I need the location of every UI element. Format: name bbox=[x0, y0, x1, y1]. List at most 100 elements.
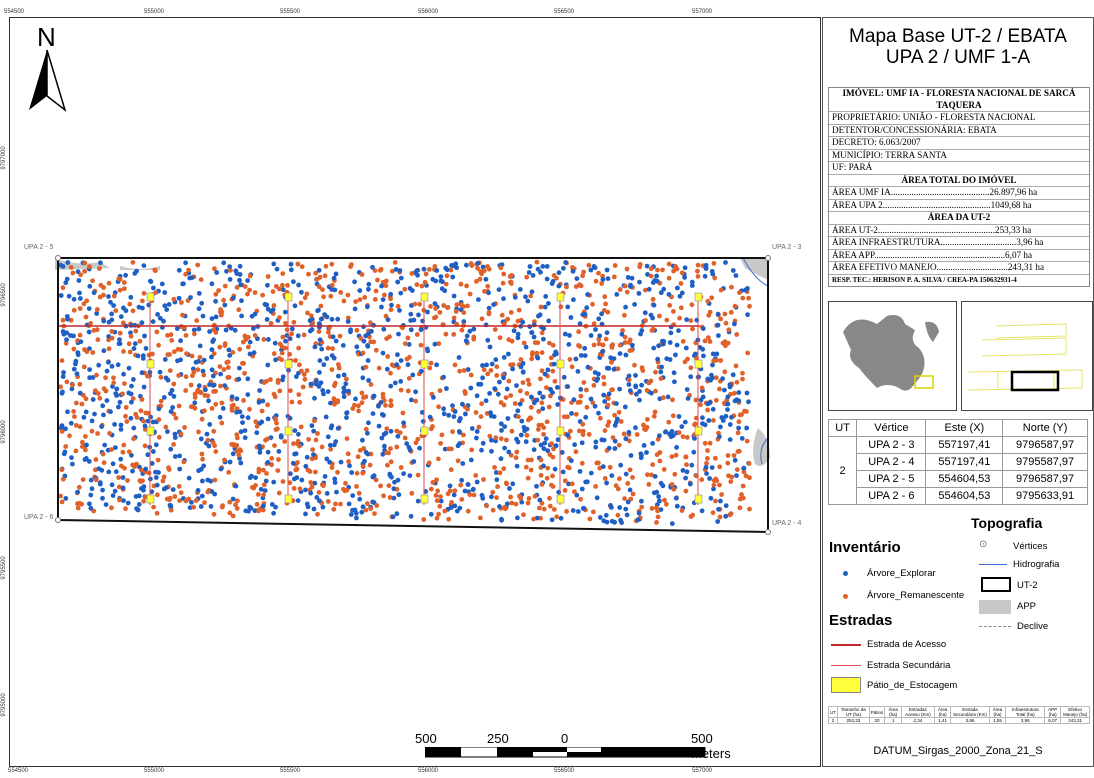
tree-point bbox=[478, 269, 484, 274]
tree-point bbox=[747, 506, 752, 512]
tree-point bbox=[464, 283, 469, 289]
tree-point bbox=[360, 350, 366, 356]
tree-point bbox=[341, 372, 347, 378]
tree-point bbox=[141, 498, 147, 504]
tree-point bbox=[705, 448, 710, 453]
tree-point bbox=[609, 359, 614, 365]
tree-point bbox=[562, 478, 568, 484]
tree-point bbox=[517, 287, 523, 292]
tree-point bbox=[746, 461, 752, 466]
tree-point bbox=[278, 433, 284, 439]
map-frame[interactable]: UPA 2 - 5 UPA 2 - 3 UPA 2 - 6 UPA 2 - 4 bbox=[9, 17, 821, 767]
tree-point bbox=[172, 494, 178, 499]
tree-point bbox=[81, 414, 87, 420]
tree-point bbox=[332, 287, 338, 293]
tree-point bbox=[111, 380, 117, 386]
tree-point bbox=[741, 465, 747, 471]
tree-point bbox=[162, 303, 168, 309]
tree-point bbox=[210, 440, 216, 445]
tree-point bbox=[60, 264, 66, 269]
tree-point bbox=[726, 327, 732, 333]
coord-bottom: 557000 bbox=[691, 768, 713, 774]
tree-point bbox=[434, 498, 440, 504]
tree-point bbox=[242, 333, 248, 339]
tree-point bbox=[256, 399, 262, 405]
tree-point bbox=[581, 380, 587, 385]
tree-point bbox=[604, 480, 609, 486]
tree-point bbox=[117, 287, 123, 293]
tree-point bbox=[307, 318, 313, 323]
tree-point bbox=[171, 296, 177, 302]
tree-point bbox=[502, 424, 508, 429]
tree-point bbox=[444, 273, 450, 279]
tree-point bbox=[651, 345, 657, 351]
tree-point bbox=[745, 312, 750, 318]
tree-point bbox=[354, 327, 360, 333]
tree-point bbox=[477, 276, 483, 282]
tree-point bbox=[238, 282, 244, 288]
tree-point bbox=[523, 344, 529, 350]
storage-yard bbox=[694, 359, 703, 369]
tree-point bbox=[199, 300, 205, 306]
tree-point bbox=[149, 489, 155, 495]
tree-point bbox=[217, 364, 223, 369]
tree-point bbox=[280, 334, 286, 340]
tree-point bbox=[604, 330, 610, 336]
tree-point bbox=[563, 260, 569, 265]
tree-point bbox=[562, 488, 568, 493]
tree-point bbox=[142, 333, 147, 339]
tree-point bbox=[265, 460, 271, 465]
tree-point bbox=[651, 413, 657, 419]
tree-point bbox=[275, 377, 281, 383]
tree-point bbox=[211, 511, 217, 517]
tree-point bbox=[365, 451, 371, 457]
tree-point bbox=[254, 430, 260, 436]
tree-point bbox=[283, 338, 288, 344]
tree-point bbox=[176, 373, 182, 378]
tree-point bbox=[123, 308, 129, 314]
tree-point bbox=[705, 335, 711, 340]
tree-point bbox=[100, 403, 106, 409]
tree-point bbox=[360, 504, 366, 510]
tree-point bbox=[388, 428, 394, 434]
tree-point bbox=[60, 389, 65, 395]
tree-point bbox=[207, 422, 213, 427]
tree-point bbox=[365, 358, 371, 363]
tree-point bbox=[151, 504, 157, 510]
tree-point bbox=[168, 391, 173, 396]
tree-point bbox=[331, 506, 337, 512]
tree-point bbox=[665, 394, 671, 400]
tree-point bbox=[226, 375, 232, 380]
tree-point bbox=[493, 435, 499, 441]
tree-point bbox=[545, 367, 551, 373]
storage-yard bbox=[694, 426, 703, 436]
tree-point bbox=[712, 275, 718, 281]
tree-point bbox=[630, 342, 635, 348]
tree-point bbox=[639, 382, 644, 388]
tree-point bbox=[646, 380, 652, 386]
tree-point bbox=[747, 303, 752, 309]
tree-point bbox=[514, 383, 519, 388]
tree-point bbox=[252, 333, 258, 338]
tree-point bbox=[143, 466, 149, 472]
tree-point bbox=[528, 405, 534, 410]
tree-point bbox=[341, 486, 346, 492]
tree-point bbox=[381, 493, 386, 499]
tree-point bbox=[110, 461, 116, 467]
tree-point bbox=[295, 333, 301, 339]
map-canvas[interactable] bbox=[10, 18, 820, 766]
tree-point bbox=[546, 404, 552, 410]
tree-point bbox=[398, 465, 404, 470]
tree-point bbox=[291, 476, 297, 482]
tree-point bbox=[242, 428, 248, 433]
tree-point bbox=[317, 498, 322, 504]
tree-point bbox=[451, 414, 457, 419]
tree-point bbox=[526, 381, 532, 387]
tree-point bbox=[609, 473, 615, 478]
tree-point bbox=[265, 282, 270, 288]
tree-point bbox=[689, 283, 695, 288]
tree-point bbox=[605, 402, 611, 408]
tree-point bbox=[228, 267, 233, 273]
tree-point bbox=[711, 261, 717, 266]
tree-point bbox=[388, 403, 393, 409]
